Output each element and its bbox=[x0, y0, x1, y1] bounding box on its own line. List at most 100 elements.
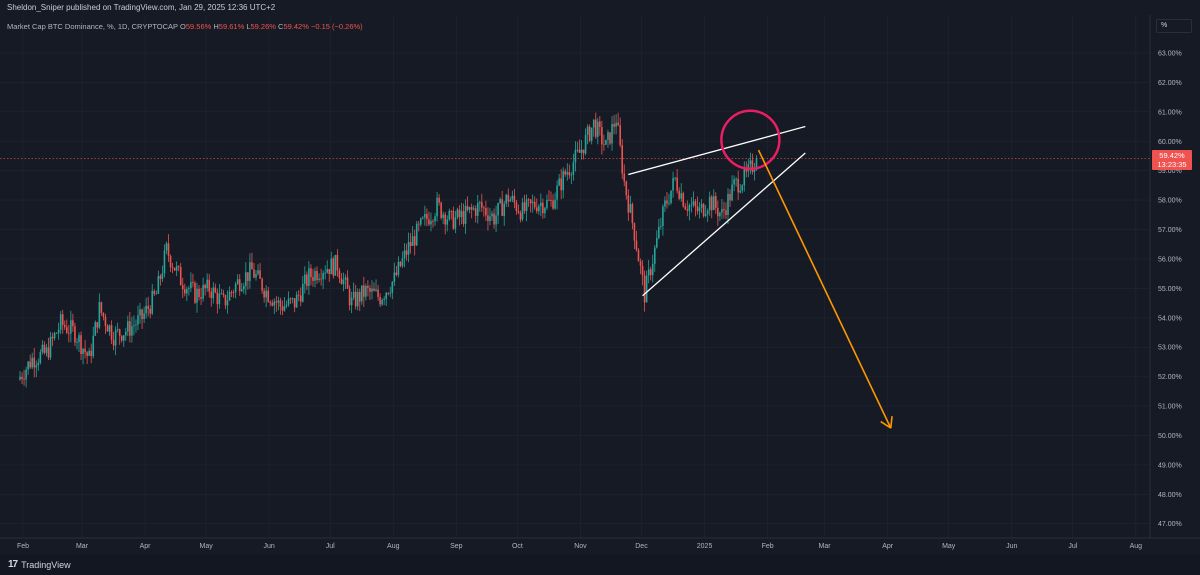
candle-body bbox=[198, 288, 200, 298]
candle-body bbox=[743, 168, 746, 186]
y-tick-label: 56.00% bbox=[1158, 256, 1182, 263]
percent-scale-button[interactable]: % bbox=[1156, 19, 1192, 33]
candle-body bbox=[446, 219, 449, 225]
candle-body bbox=[106, 325, 109, 332]
candle-body bbox=[456, 209, 459, 218]
time-axis[interactable]: Feb Mar Apr May Jun Jul Aug Sep Oct Nov Dec 2025 Feb… bbox=[17, 543, 1142, 550]
candle-body bbox=[49, 336, 52, 358]
candle-body bbox=[43, 344, 46, 353]
candle-body bbox=[395, 272, 398, 275]
bar-countdown: 13:23:35 bbox=[1157, 160, 1187, 169]
candle-body bbox=[110, 325, 113, 340]
candle-body bbox=[137, 315, 139, 325]
candle-body bbox=[236, 279, 239, 284]
candle-body bbox=[521, 202, 524, 220]
candle-body bbox=[98, 302, 101, 328]
candle-body bbox=[145, 305, 147, 314]
candle-body bbox=[723, 209, 725, 211]
candle-body bbox=[253, 269, 255, 278]
candle-body bbox=[306, 274, 308, 286]
candle-body bbox=[507, 194, 510, 202]
candle-body bbox=[328, 269, 331, 275]
candle-body bbox=[686, 209, 689, 211]
candle-body bbox=[92, 335, 95, 357]
candle-body bbox=[220, 293, 223, 295]
candle-body bbox=[497, 202, 499, 216]
highlight-circle[interactable] bbox=[720, 109, 781, 171]
x-tick-label: Nov bbox=[574, 543, 587, 550]
candle-body bbox=[651, 263, 654, 276]
candle-body bbox=[605, 139, 607, 145]
price-axis[interactable]: 63.00% 62.00% 61.00% 60.00% 59.00% 58.00% 57.0… bbox=[1158, 51, 1182, 529]
candle-body bbox=[120, 335, 123, 341]
candle-body bbox=[417, 223, 420, 225]
candle-body bbox=[310, 268, 312, 278]
tradingview-brand[interactable]: 17 TradingView bbox=[8, 559, 71, 570]
candle-body bbox=[53, 333, 56, 339]
candle-body bbox=[289, 298, 292, 300]
candle-body bbox=[407, 241, 410, 255]
candle-body bbox=[249, 262, 251, 281]
candle-body bbox=[318, 278, 320, 280]
candle-body bbox=[660, 226, 662, 227]
candle-body bbox=[19, 376, 21, 380]
candle-body bbox=[609, 132, 611, 144]
candle-body bbox=[574, 149, 577, 163]
y-tick-label: 51.00% bbox=[1158, 404, 1182, 411]
trendline[interactable] bbox=[642, 152, 806, 297]
candle-body bbox=[173, 267, 176, 271]
candle-body bbox=[531, 201, 534, 204]
candle-body bbox=[509, 199, 512, 202]
candle-body bbox=[76, 342, 78, 343]
candle-body bbox=[208, 279, 211, 292]
candle-body bbox=[704, 214, 707, 216]
candle-body bbox=[360, 285, 363, 302]
candle-body bbox=[729, 193, 731, 201]
candle-body bbox=[365, 285, 367, 297]
candle-body bbox=[517, 211, 520, 213]
candle-body bbox=[409, 241, 412, 246]
candle-body bbox=[440, 202, 442, 218]
candle-body bbox=[668, 202, 670, 204]
candle-body bbox=[527, 199, 530, 201]
candle-body bbox=[753, 170, 756, 173]
candle-body bbox=[688, 205, 691, 211]
candle-body bbox=[422, 217, 424, 219]
candle-body bbox=[61, 314, 64, 326]
candle-body bbox=[177, 266, 180, 268]
arrow-shaft[interactable] bbox=[757, 149, 892, 429]
candle-body bbox=[171, 267, 174, 268]
candle-body bbox=[560, 178, 562, 191]
x-tick-label: Apr bbox=[882, 543, 894, 550]
trendline[interactable] bbox=[628, 125, 806, 176]
candle-body bbox=[354, 291, 357, 307]
candle-body bbox=[635, 240, 638, 251]
candle-body bbox=[143, 313, 145, 320]
candle-body bbox=[350, 297, 353, 306]
candle-body bbox=[273, 301, 276, 306]
candle-body bbox=[430, 221, 432, 225]
candle-body bbox=[710, 196, 713, 211]
symbol-title: Market Cap BTC Dominance, %, 1D, CRYPTOC… bbox=[7, 22, 178, 31]
x-tick-label: 2025 bbox=[697, 543, 713, 550]
candle-body bbox=[141, 309, 143, 320]
symbol-legend[interactable]: Market Cap BTC Dominance, %, 1D, CRYPTOC… bbox=[7, 22, 363, 31]
candle-body bbox=[245, 272, 247, 286]
x-tick-label: Apr bbox=[140, 543, 152, 550]
candle-body bbox=[51, 336, 54, 339]
candle-body bbox=[434, 216, 436, 222]
y-tick-label: 58.00% bbox=[1158, 198, 1182, 205]
candle-body bbox=[332, 258, 335, 276]
candle-body bbox=[297, 294, 300, 296]
candle-body bbox=[373, 288, 375, 291]
publish-info: Sheldon_Sniper published on TradingView.… bbox=[7, 3, 276, 12]
candle-body bbox=[35, 365, 38, 368]
candle-body bbox=[428, 219, 430, 225]
candle-body bbox=[68, 332, 70, 334]
candle-body bbox=[564, 171, 567, 175]
candle-body bbox=[708, 196, 711, 211]
candle-body bbox=[678, 190, 680, 199]
candle-body bbox=[96, 322, 99, 328]
candle-body bbox=[340, 278, 343, 285]
